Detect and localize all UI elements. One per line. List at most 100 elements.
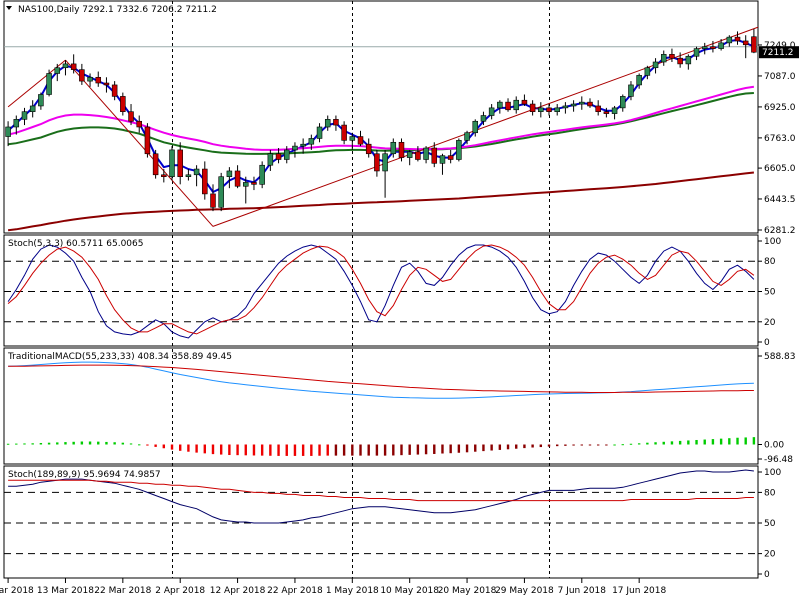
price-y-label: 7249.0: [764, 41, 796, 51]
candle-body: [79, 69, 85, 82]
candle-body: [456, 140, 462, 160]
macd-histogram-bar: [187, 444, 190, 452]
candle-body: [251, 182, 257, 185]
candle-body: [218, 176, 224, 208]
x-tick-label: 12 Apr 2018: [210, 586, 266, 596]
pane-frame-3: [3, 465, 759, 579]
macd-histogram-bar: [474, 444, 477, 452]
candle-body: [234, 170, 241, 187]
pane-y-label-3: 20: [764, 550, 776, 560]
macd-histogram-bar: [736, 437, 739, 445]
macd-histogram-bar: [310, 444, 313, 456]
price-plot: [4, 26, 758, 232]
candle-body: [406, 151, 413, 158]
candle-body: [480, 115, 487, 122]
macd-histogram-bar: [88, 441, 92, 445]
macd-histogram-bar: [637, 443, 641, 445]
price-y-label: 6763.0: [764, 134, 796, 144]
candle-body: [390, 141, 397, 155]
candle-body: [267, 153, 274, 166]
candle-body: [546, 107, 552, 112]
macd-histogram-bar: [744, 437, 747, 445]
macd-histogram-bar: [416, 444, 420, 455]
pane-y-label-3: 0: [764, 570, 770, 580]
price-trend2: [65, 59, 214, 227]
macd-histogram-bar: [228, 444, 231, 456]
x-tick-label: 4 Mar 2018: [0, 586, 34, 596]
macd-histogram-bar: [523, 444, 526, 449]
price-series-ma_long: [7, 171, 755, 232]
macd-histogram-bar: [342, 444, 346, 456]
macd-histogram-bar: [236, 444, 239, 456]
macd-histogram-bar: [506, 444, 510, 450]
osc-series-d: [7, 244, 755, 335]
pane-frame-0: [3, 0, 759, 234]
macd-histogram-bar: [121, 442, 125, 445]
macd-histogram-bar: [146, 444, 149, 446]
pane-plot-1: [4, 244, 758, 339]
macd-histogram-bar: [97, 441, 100, 445]
macd-histogram-bar: [719, 438, 723, 445]
candle-body: [488, 107, 495, 116]
x-tick-label: 7 Jun 2018: [558, 586, 607, 596]
candle-body: [644, 67, 651, 76]
macd-histogram-bar: [465, 444, 469, 453]
pane-y-label-1: 100: [764, 237, 781, 247]
macd-histogram-bar: [260, 444, 264, 456]
candle-body: [529, 103, 536, 112]
macd-histogram-bar: [687, 440, 690, 445]
macd-histogram-bar: [105, 441, 108, 445]
macd-histogram-bar: [752, 437, 756, 445]
candle-body: [333, 119, 339, 126]
price-series-ma_slow: [7, 85, 755, 151]
pane-plot-2: [6, 361, 756, 456]
candle-body: [38, 94, 44, 107]
candle-body: [587, 101, 593, 107]
macd-histogram-bar: [162, 444, 166, 449]
candle-body: [103, 82, 110, 86]
candle-body: [152, 153, 159, 176]
dropdown-arrow-icon: [6, 6, 12, 10]
candle-body: [660, 54, 667, 63]
macd-histogram-bar: [629, 443, 633, 445]
macd-histogram-bar: [646, 442, 649, 445]
macd-histogram-bar: [547, 444, 551, 447]
macd-histogram-bar: [531, 444, 534, 448]
macd-histogram-bar: [556, 444, 559, 447]
candle-body: [538, 107, 544, 112]
macd-histogram-bar: [457, 444, 461, 453]
price-tag-bg: [759, 46, 799, 59]
macd-histogram-bar: [482, 444, 485, 452]
candle-body: [497, 101, 503, 109]
candle-body: [751, 36, 757, 53]
macd-histogram-bar: [154, 444, 157, 447]
candle-body: [185, 174, 192, 177]
macd-histogram-bar: [179, 444, 182, 451]
macd-histogram-bar: [318, 444, 321, 456]
candle-body: [210, 193, 216, 208]
candle-body: [554, 107, 560, 112]
x-tick-label: 29 May 2018: [495, 586, 554, 596]
macd-histogram-bar: [392, 444, 395, 456]
candle-body: [669, 54, 675, 59]
macd-histogram-bar: [564, 444, 567, 446]
price-trend3: [212, 26, 758, 227]
candle-body: [636, 75, 642, 86]
price-y-label: 6281.2: [764, 226, 796, 236]
x-tick-label: 10 May 2018: [380, 586, 439, 596]
candle-body: [447, 155, 454, 160]
macd-histogram-bar: [449, 444, 452, 454]
candle-body: [46, 73, 52, 95]
osc-series-macd: [8, 361, 754, 399]
candle-body: [21, 111, 28, 120]
candle-body: [382, 153, 388, 172]
candle-body: [374, 153, 380, 172]
candle-body: [415, 151, 421, 160]
macd-histogram-bar: [539, 444, 543, 448]
macd-histogram-bar: [441, 444, 444, 454]
candle-body: [652, 61, 659, 69]
macd-histogram-bar: [596, 444, 600, 446]
macd-histogram-bar: [170, 444, 174, 450]
candle-body: [13, 119, 20, 128]
candle-body: [120, 96, 126, 112]
